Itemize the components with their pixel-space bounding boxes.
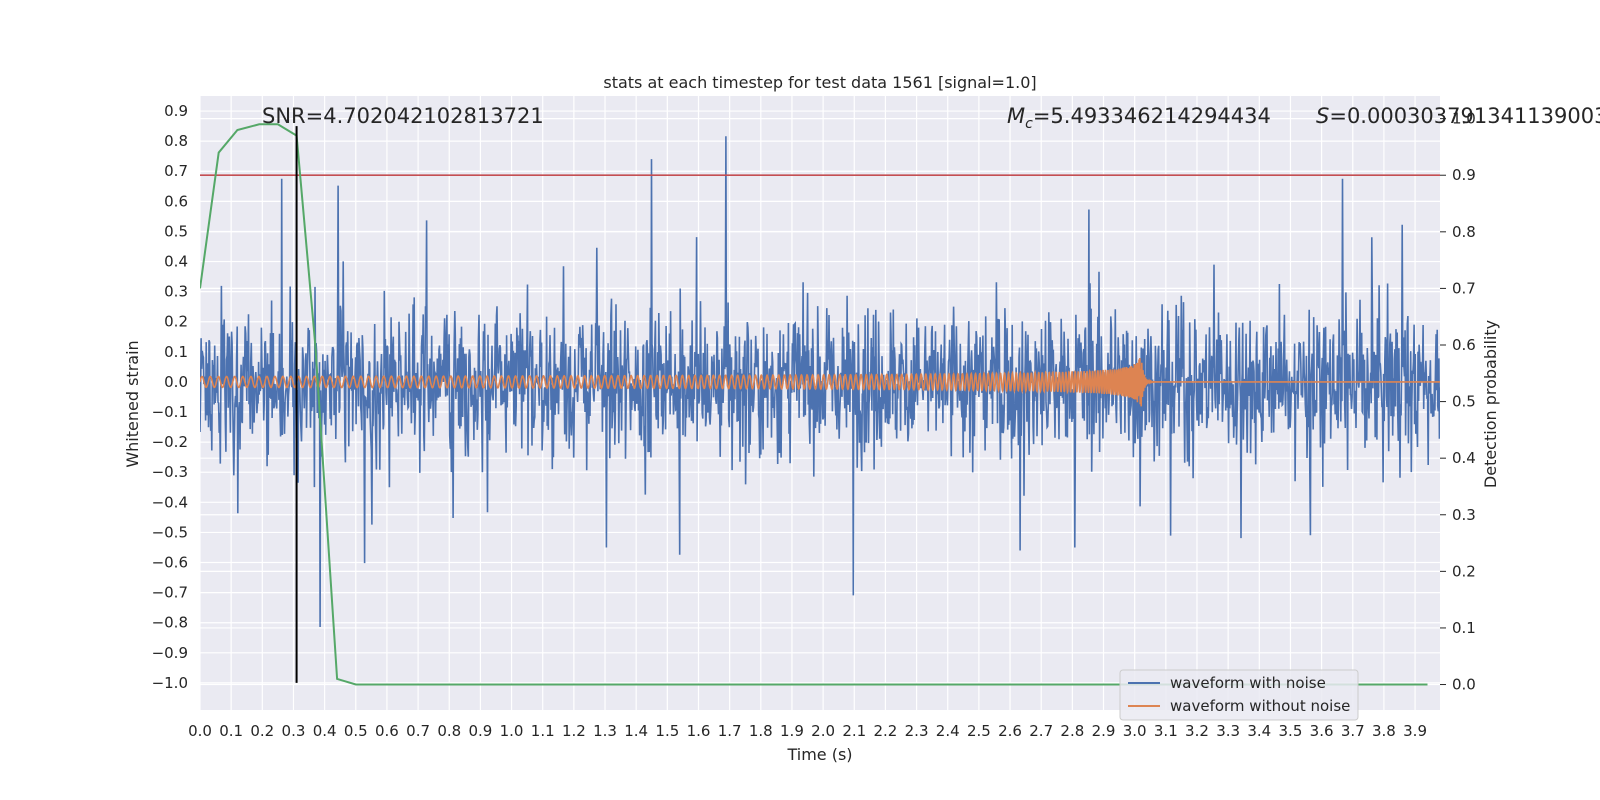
x-tick-label: 0.0 [188,722,212,740]
x-tick-label: 0.4 [313,722,337,740]
s-annotation: S=0.00030379134113900333 [1316,104,1600,128]
legend-label-clean: waveform without noise [1170,697,1350,715]
x-tick-label: 1.0 [500,722,524,740]
x-tick-label: 1.6 [687,722,711,740]
legend-box [1119,669,1359,721]
y-left-tick-label: 0.8 [164,132,188,150]
x-tick-label: 2.4 [936,722,960,740]
x-tick-label: 0.5 [344,722,368,740]
y-axis-left-label: Whitened strain [123,340,142,467]
y-left-tick-label: 0.2 [164,313,188,331]
y-left-tick-label: 0.5 [164,222,188,240]
x-tick-label: 1.3 [593,722,617,740]
chart-title: stats at each timestep for test data 156… [603,73,1036,92]
mc-subscript: c [1025,116,1033,132]
x-tick-label: 1.7 [718,722,742,740]
x-tick-label: 2.0 [811,722,835,740]
y-left-tick-label: −0.7 [152,584,188,602]
series-waveform-without-noise [200,358,1440,407]
legend: waveform with noise waveform without noi… [1119,669,1359,721]
x-tick-label: 2.6 [998,722,1022,740]
x-tick-label: 2.2 [873,722,897,740]
y-right-tick-label: 0.7 [1452,279,1476,297]
x-tick-label: 1.4 [624,722,648,740]
y-left-tick-label: 0.9 [164,102,188,120]
x-tick-label: 0.8 [437,722,461,740]
y-left-tick-label: −0.5 [152,523,188,541]
x-tick-label: 2.1 [842,722,866,740]
y-right-tick-label: 0.8 [1452,223,1476,241]
x-tick-label: 1.2 [562,722,586,740]
x-tick-label: 2.7 [1029,722,1053,740]
x-tick-label: 3.6 [1310,722,1334,740]
y-left-tick-label: −0.2 [152,433,188,451]
y-left-tick-label: −0.3 [152,463,188,481]
y-left-tick-label: −1.0 [152,674,188,692]
grid [199,96,1440,710]
x-tick-label: 3.5 [1279,722,1303,740]
y-right-tick-label: 0.0 [1452,676,1476,694]
x-tick-label: 3.8 [1372,722,1396,740]
chirp-mass-annotation: Mc=5.493346214294434 [1007,104,1271,132]
x-tick-label: 0.7 [406,722,430,740]
y-left-tick-label: 0.4 [164,253,188,271]
x-tick-label: 0.9 [468,722,492,740]
y-right-tick-label: 0.1 [1452,619,1476,637]
x-tick-label: 3.0 [1123,722,1147,740]
y-right-tick-label: 0.5 [1452,393,1476,411]
y-left-tick-label: 0.0 [164,373,188,391]
y-right-tick-label: 0.9 [1452,166,1476,184]
axes-labels: 0.0 0.1 0.2 0.3 0.4 0.5 0.6 0.7 0.8 0.9 1.0 1.1 1.2 1… [152,102,1476,740]
s-value: =0.00030379134113900333 [1329,104,1600,128]
y-right-tick-label: 1.0 [1452,110,1476,128]
x-tick-label: 0.2 [250,722,274,740]
mc-symbol: M [1007,104,1025,128]
y-left-tick-label: −0.8 [152,614,188,632]
mc-value: =5.493346214294434 [1033,104,1271,128]
y-right-tick-label: 0.2 [1452,562,1476,580]
x-tick-label: 1.5 [655,722,679,740]
y-right-tick-label: 0.3 [1452,506,1476,524]
snr-annotation: SNR=4.702042102813721 [262,104,544,128]
y-left-tick-label: 0.3 [164,283,188,301]
series-detection-probability [200,123,1428,686]
x-tick-label: 2.8 [1060,722,1084,740]
x-tick-label: 0.6 [375,722,399,740]
x-tick-label: 2.3 [905,722,929,740]
x-tick-label: 3.9 [1403,722,1427,740]
x-axis-label: Time (s) [786,745,852,764]
y-left-tick-label: 0.6 [164,192,188,210]
x-tick-label: 3.3 [1216,722,1240,740]
y-left-tick-label: −0.4 [152,493,188,511]
y-right-tick-label: 0.4 [1452,449,1476,467]
x-tick-label: 1.1 [531,722,555,740]
y-left-tick-label: −0.1 [152,403,188,421]
x-tick-label: 3.7 [1341,722,1365,740]
y-right-tick-label: 0.6 [1452,336,1476,354]
x-tick-label: 0.3 [282,722,306,740]
x-tick-label: 0.1 [219,722,243,740]
y-left-tick-label: −0.6 [152,554,188,572]
x-tick-label: 3.2 [1185,722,1209,740]
x-tick-label: 1.8 [749,722,773,740]
x-tick-label: 2.5 [967,722,991,740]
y-axis-right-label: Detection probability [1481,320,1500,488]
s-symbol: S [1316,104,1329,128]
series-layer [200,123,1440,686]
x-tick-label: 2.9 [1092,722,1116,740]
x-tick-label: 1.9 [780,722,804,740]
y-left-tick-label: −0.9 [152,644,188,662]
legend-label-noise: waveform with noise [1170,674,1326,692]
y-left-tick-label: 0.1 [164,343,188,361]
x-tick-label: 3.4 [1247,722,1271,740]
y-left-tick-label: 0.7 [164,162,188,180]
x-tick-label: 3.1 [1154,722,1178,740]
